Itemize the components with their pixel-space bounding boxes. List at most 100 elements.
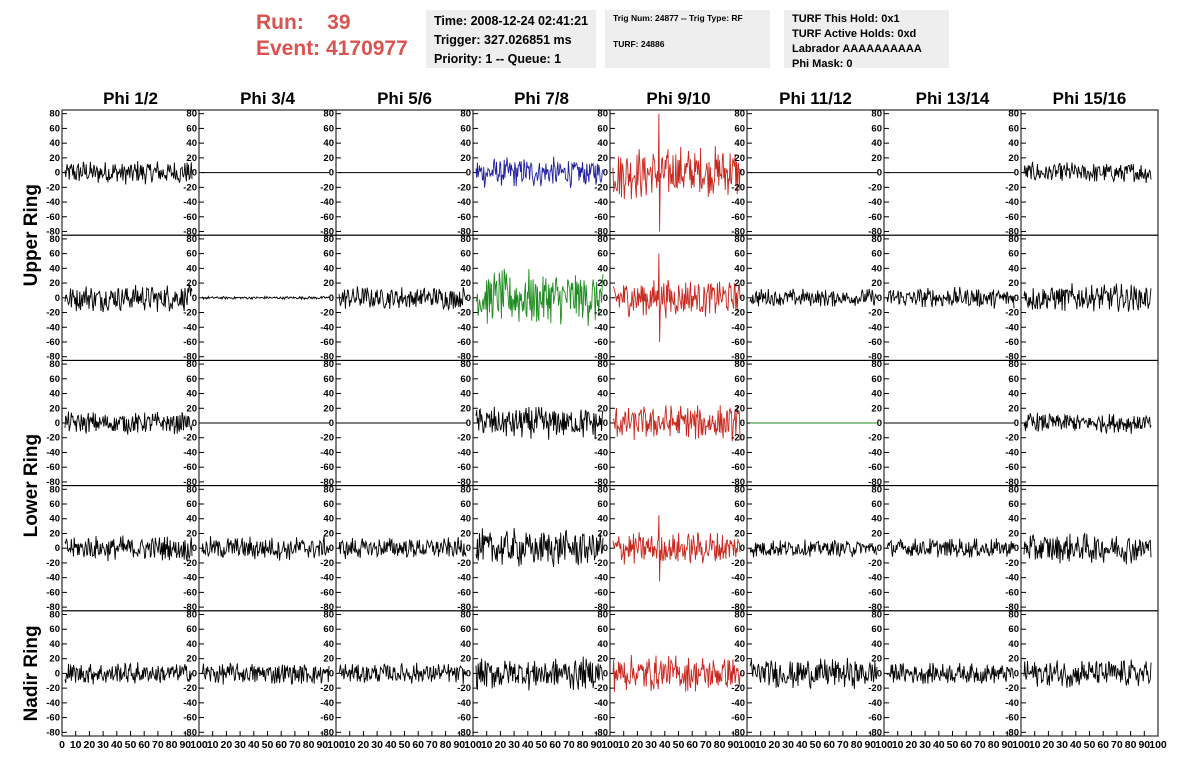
x-tick-label: 90 [590, 739, 602, 751]
y-tick-label: -20 [594, 683, 608, 694]
y-tick-label: 80 [871, 234, 882, 245]
y-tick-label: -40 [1005, 698, 1019, 709]
y-tick-label: 0 [55, 543, 60, 554]
x-tick-label: 10 [892, 739, 904, 751]
y-tick-label: -40 [594, 447, 608, 458]
y-tick-label: -60 [46, 587, 60, 598]
y-tick-label: -40 [457, 573, 471, 584]
y-tick-label: 0 [55, 418, 60, 429]
x-tick-label: 60 [412, 739, 424, 751]
x-tick-label: 40 [659, 739, 671, 751]
y-tick-label: -60 [868, 462, 882, 473]
y-tick-label: -40 [1005, 322, 1019, 333]
y-tick-label: 60 [186, 374, 197, 385]
y-tick-label: -40 [868, 573, 882, 584]
y-tick-label: -20 [731, 433, 745, 444]
y-tick-label: 60 [49, 624, 60, 635]
column-title: Phi 7/8 [514, 89, 569, 108]
y-tick-label: -60 [868, 337, 882, 348]
y-tick-label: -60 [731, 462, 745, 473]
x-tick-label: 80 [1125, 739, 1137, 751]
y-tick-label: 0 [192, 543, 197, 554]
y-tick-label: 0 [329, 168, 334, 179]
y-tick-label: 80 [597, 109, 608, 120]
y-tick-label: 40 [49, 138, 60, 149]
y-tick-label: -40 [868, 197, 882, 208]
y-tick-label: -60 [457, 587, 471, 598]
y-tick-label: -80 [868, 352, 882, 363]
y-tick-label: -20 [594, 182, 608, 193]
y-tick-label: -60 [1005, 337, 1019, 348]
x-tick-label: 10 [618, 739, 630, 751]
panel-frame [883, 485, 1022, 612]
x-tick-label: 70 [426, 739, 438, 751]
waveform-panel: -80 -60 -40 -20 0 20 40 60 80 [320, 609, 474, 738]
x-tick-label: 30 [97, 739, 109, 751]
y-tick-label: -20 [457, 558, 471, 569]
y-tick-label: 40 [460, 263, 471, 274]
y-tick-label: 20 [1008, 278, 1019, 289]
y-tick-label: 0 [1014, 543, 1019, 554]
y-tick-label: 60 [734, 624, 745, 635]
y-tick-label: 60 [1008, 624, 1019, 635]
y-tick-label: 80 [871, 484, 882, 495]
waveform-panel: -80 -60 -40 -20 0 20 40 60 80 [457, 609, 611, 738]
y-tick-label: 60 [597, 249, 608, 260]
trigger-text: Trigger: 327.026851 ms [434, 33, 572, 47]
waveform-trace [1023, 283, 1152, 312]
waveform-trace [749, 288, 878, 307]
x-tick-label: 80 [851, 739, 863, 751]
x-tick-label: 100 [1149, 739, 1167, 751]
x-tick-label: 30 [508, 739, 520, 751]
x-tick-label: 20 [769, 739, 781, 751]
y-tick-label: 20 [186, 654, 197, 665]
waveform-panel: -80 -60 -40 -20 0 20 40 60 80 [183, 609, 337, 738]
x-tick-label: 20 [84, 739, 96, 751]
y-tick-label: -20 [594, 308, 608, 319]
y-tick-label: 80 [49, 109, 60, 120]
x-tick-label: 90 [727, 739, 739, 751]
y-tick-label: -20 [46, 683, 60, 694]
y-tick-label: 40 [734, 514, 745, 525]
y-tick-label: 20 [734, 654, 745, 665]
waveform-trace [475, 156, 604, 188]
y-tick-label: 60 [1008, 499, 1019, 510]
y-tick-label: -20 [320, 683, 334, 694]
y-tick-label: 80 [597, 359, 608, 370]
waveform-panel: -80 -60 -40 -20 0 20 40 60 80 [594, 609, 748, 738]
x-tick-label: 40 [796, 739, 808, 751]
y-tick-label: -80 [183, 227, 197, 238]
y-tick-label: 60 [49, 499, 60, 510]
x-tick-label: 100 [1012, 739, 1030, 751]
y-tick-label: -60 [46, 462, 60, 473]
waveform-panel: -80 -60 -40 -20 0 20 40 60 80 [457, 359, 611, 488]
turf-num-text: TURF: 24886 [613, 39, 665, 49]
y-tick-label: -40 [320, 322, 334, 333]
x-tick-label: 40 [933, 739, 945, 751]
x-tick-label: 50 [1084, 739, 1096, 751]
y-tick-label: -40 [868, 322, 882, 333]
waveform-trace [475, 527, 604, 567]
y-tick-label: -80 [594, 352, 608, 363]
y-tick-label: 80 [323, 359, 334, 370]
y-tick-label: -80 [731, 602, 745, 613]
y-tick-label: 80 [323, 234, 334, 245]
waveform-panel: -80 -60 -40 -20 0 20 40 60 80 [594, 484, 748, 613]
run-header: Run: 39 Event: 4170977 [256, 10, 408, 62]
y-tick-label: 80 [186, 234, 197, 245]
y-tick-label: 60 [460, 249, 471, 260]
y-tick-label: 60 [734, 374, 745, 385]
x-tick-label: 10 [344, 739, 356, 751]
y-tick-label: 20 [460, 403, 471, 414]
y-tick-label: 40 [186, 639, 197, 650]
y-tick-label: -80 [731, 477, 745, 488]
x-tick-label: 10 [70, 739, 82, 751]
y-tick-label: 0 [877, 543, 882, 554]
y-tick-label: 40 [1008, 389, 1019, 400]
y-tick-label: 80 [186, 359, 197, 370]
x-tick-label: 30 [919, 739, 931, 751]
y-tick-label: -60 [1005, 212, 1019, 223]
waveform-panel: -80 -60 -40 -20 0 20 40 60 80 [731, 359, 885, 488]
y-tick-label: -60 [183, 212, 197, 223]
y-tick-label: 40 [49, 263, 60, 274]
